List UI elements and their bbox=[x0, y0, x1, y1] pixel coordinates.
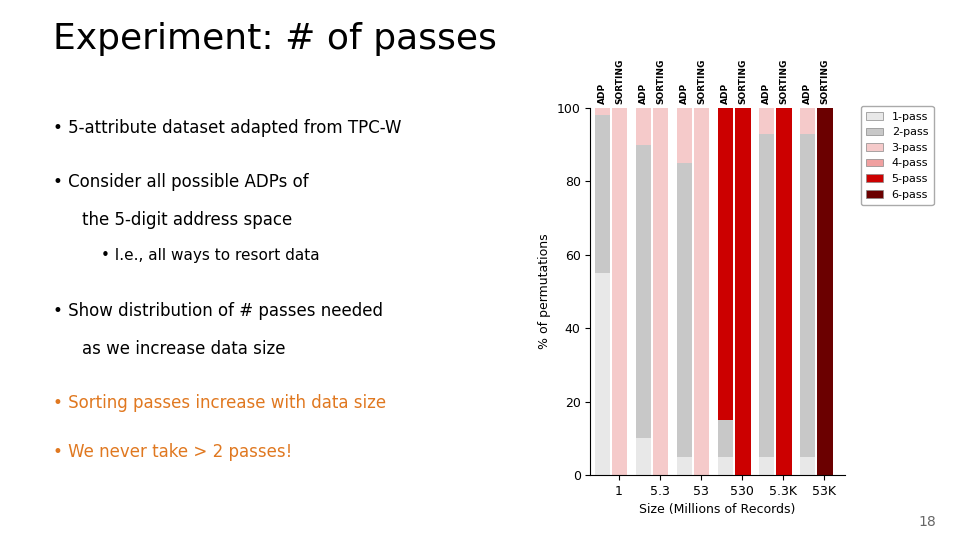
Text: SORTING: SORTING bbox=[615, 59, 624, 104]
Text: SORTING: SORTING bbox=[821, 59, 829, 104]
Text: 18: 18 bbox=[919, 515, 936, 529]
Bar bbox=[817, 108, 832, 475]
X-axis label: Size (Millions of Records): Size (Millions of Records) bbox=[639, 503, 796, 516]
Bar bbox=[595, 116, 611, 273]
Bar bbox=[677, 457, 692, 475]
Text: SORTING: SORTING bbox=[738, 59, 748, 104]
Text: ADP: ADP bbox=[681, 83, 689, 104]
Bar bbox=[595, 108, 611, 116]
Text: SORTING: SORTING bbox=[697, 59, 707, 104]
Legend: 1-pass, 2-pass, 3-pass, 4-pass, 5-pass, 6-pass: 1-pass, 2-pass, 3-pass, 4-pass, 5-pass, … bbox=[860, 106, 934, 205]
Text: ADP: ADP bbox=[721, 83, 731, 104]
Bar bbox=[718, 108, 733, 420]
Text: SORTING: SORTING bbox=[780, 59, 788, 104]
Bar bbox=[800, 134, 815, 457]
Text: ADP: ADP bbox=[639, 83, 648, 104]
Text: • 5-attribute dataset adapted from TPC-W: • 5-attribute dataset adapted from TPC-W bbox=[53, 119, 401, 137]
Text: • Consider all possible ADPs of: • Consider all possible ADPs of bbox=[53, 173, 308, 191]
Text: • We never take > 2 passes!: • We never take > 2 passes! bbox=[53, 443, 292, 461]
Text: ADP: ADP bbox=[804, 83, 812, 104]
Bar bbox=[735, 108, 751, 475]
Bar bbox=[718, 420, 733, 457]
Bar bbox=[759, 108, 775, 134]
Bar bbox=[677, 163, 692, 457]
Text: • I.e., all ways to resort data: • I.e., all ways to resort data bbox=[101, 248, 320, 264]
Bar bbox=[800, 457, 815, 475]
Bar bbox=[777, 108, 792, 475]
Text: ADP: ADP bbox=[762, 83, 771, 104]
Bar bbox=[636, 438, 651, 475]
Y-axis label: % of permutations: % of permutations bbox=[539, 234, 551, 349]
Text: Experiment: # of passes: Experiment: # of passes bbox=[53, 22, 496, 56]
Text: • Sorting passes increase with data size: • Sorting passes increase with data size bbox=[53, 394, 386, 412]
Text: ADP: ADP bbox=[598, 83, 607, 104]
Bar bbox=[694, 108, 709, 475]
Bar bbox=[636, 145, 651, 438]
Text: • Show distribution of # passes needed: • Show distribution of # passes needed bbox=[53, 302, 383, 320]
Bar bbox=[595, 273, 611, 475]
Bar bbox=[759, 457, 775, 475]
Bar bbox=[636, 108, 651, 145]
Text: SORTING: SORTING bbox=[657, 59, 665, 104]
Text: the 5-digit address space: the 5-digit address space bbox=[82, 211, 292, 228]
Bar bbox=[718, 457, 733, 475]
Bar bbox=[612, 108, 628, 475]
Text: as we increase data size: as we increase data size bbox=[82, 340, 285, 358]
Bar bbox=[800, 108, 815, 134]
Bar bbox=[677, 108, 692, 163]
Bar bbox=[653, 108, 668, 475]
Bar bbox=[759, 134, 775, 457]
